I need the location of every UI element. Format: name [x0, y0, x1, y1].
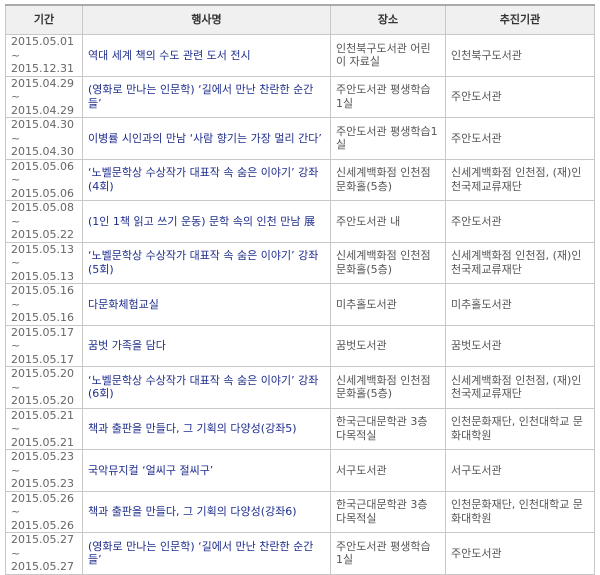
event-name-link[interactable]: 책과 출판을 만들다, 그 기획의 다양성(강좌6)	[82, 490, 331, 533]
event-name-link[interactable]: 역대 세계 책의 수도 관련 도서 전시	[82, 34, 331, 77]
event-period: 2015.05.16 ~ 2015.05.16	[5, 283, 83, 326]
table-row: 2015.05.26 ~ 2015.05.26 책과 출판을 만들다, 그 기획의…	[5, 490, 595, 533]
header-period: 기간	[5, 4, 83, 35]
event-period: 2015.05.21 ~ 2015.05.21	[5, 407, 83, 450]
event-organizer: 신세계백화점 인천점, (재)인천국제교류재단	[445, 366, 595, 409]
event-organizer: 주안도서관	[445, 200, 595, 243]
table-row: 2015.05.20 ~ 2015.05.20 ‘노벨문학상 수상작가 대표작 속…	[5, 366, 595, 409]
event-organizer: 주안도서관	[445, 117, 595, 160]
event-period: 2015.05.27 ~ 2015.05.27	[5, 532, 83, 575]
table-row: 2015.05.17 ~ 2015.05.17 꿈벗 가족을 담다 꿈벗도서관 꿈벗도…	[5, 324, 595, 367]
event-period: 2015.05.23 ~ 2015.05.23	[5, 449, 83, 492]
event-venue: 한국근대문학관 3층 다목적실	[330, 407, 446, 450]
event-venue: 신세계백화점 인천점 문화홀(5층)	[330, 158, 446, 201]
events-table: 기간 행사명 장소 추진기관 2015.05.01 ~ 2015.12.31 역대…	[5, 4, 595, 575]
event-period: 2015.04.29 ~ 2015.04.29	[5, 75, 83, 118]
event-name-link[interactable]: 꿈벗 가족을 담다	[82, 324, 331, 367]
event-venue: 주안도서관 평생학습 1실	[330, 75, 446, 118]
event-venue: 한국근대문학관 3층 다목적실	[330, 490, 446, 533]
event-name-link[interactable]: 국악뮤지컬 ‘얼씨구 절씨구’	[82, 449, 331, 492]
table-header: 기간 행사명 장소 추진기관	[5, 4, 595, 35]
event-venue: 신세계백화점 인천점 문화홀(5층)	[330, 366, 446, 409]
event-name-link[interactable]: (영화로 만나는 인문학) ‘길에서 만난 찬란한 순간들’	[82, 75, 331, 118]
table-row: 2015.05.01 ~ 2015.12.31 역대 세계 책의 수도 관련 도서…	[5, 34, 595, 77]
event-organizer: 미추홀도서관	[445, 283, 595, 326]
event-venue: 주안도서관 내	[330, 200, 446, 243]
event-organizer: 인천문화재단, 인천대학교 문화대학원	[445, 407, 595, 450]
header-venue: 장소	[330, 4, 446, 35]
event-period: 2015.05.06 ~ 2015.05.06	[5, 158, 83, 201]
event-venue: 인천북구도서관 어린이 자료실	[330, 34, 446, 77]
event-organizer: 신세계백화점 인천점, (재)인천국제교류재단	[445, 158, 595, 201]
table-row: 2015.05.08 ~ 2015.05.22 (1인 1책 읽고 쓰기 운동) …	[5, 200, 595, 243]
event-period: 2015.05.20 ~ 2015.05.20	[5, 366, 83, 409]
event-name-link[interactable]: 책과 출판을 만들다, 그 기획의 다양성(강좌5)	[82, 407, 331, 450]
event-period: 2015.04.30 ~ 2015.04.30	[5, 117, 83, 160]
event-venue: 미추홀도서관	[330, 283, 446, 326]
event-venue: 서구도서관	[330, 449, 446, 492]
event-organizer: 신세계백화점 인천점, (재)인천국제교류재단	[445, 241, 595, 284]
event-organizer: 꿈벗도서관	[445, 324, 595, 367]
event-period: 2015.05.08 ~ 2015.05.22	[5, 200, 83, 243]
event-organizer: 주안도서관	[445, 532, 595, 575]
table-row: 2015.05.21 ~ 2015.05.21 책과 출판을 만들다, 그 기획의…	[5, 407, 595, 450]
event-venue: 꿈벗도서관	[330, 324, 446, 367]
event-name-link[interactable]: (1인 1책 읽고 쓰기 운동) 문학 속의 인천 만남 展	[82, 200, 331, 243]
event-organizer: 인천문화재단, 인천대학교 문화대학원	[445, 490, 595, 533]
event-period: 2015.05.01 ~ 2015.12.31	[5, 34, 83, 77]
event-name-link[interactable]: ‘노벨문학상 수상작가 대표작 속 숨은 이야기’ 강좌(6회)	[82, 366, 331, 409]
event-venue: 신세계백화점 인천점 문화홀(5층)	[330, 241, 446, 284]
event-name-link[interactable]: 이병률 시인과의 만남 ‘사람 향기는 가장 멀리 간다’	[82, 117, 331, 160]
table-row: 2015.05.23 ~ 2015.05.23 국악뮤지컬 ‘얼씨구 절씨구’ 서구…	[5, 449, 595, 492]
header-event-name: 행사명	[82, 4, 331, 35]
event-organizer: 서구도서관	[445, 449, 595, 492]
event-period: 2015.05.26 ~ 2015.05.26	[5, 490, 83, 533]
event-organizer: 주안도서관	[445, 75, 595, 118]
table-row: 2015.05.16 ~ 2015.05.16 다문화체험교실 미추홀도서관 미추홀도…	[5, 283, 595, 326]
table-row: 2015.05.06 ~ 2015.05.06 ‘노벨문학상 수상작가 대표작 속…	[5, 158, 595, 201]
event-name-link[interactable]: (영화로 만나는 인문학) ‘길에서 만난 찬란한 순간들’	[82, 532, 331, 575]
event-name-link[interactable]: 다문화체험교실	[82, 283, 331, 326]
event-name-link[interactable]: ‘노벨문학상 수상작가 대표작 속 숨은 이야기’ 강좌(4회)	[82, 158, 331, 201]
table-row: 2015.05.27 ~ 2015.05.27 (영화로 만나는 인문학) ‘길에…	[5, 532, 595, 575]
table-row: 2015.05.13 ~ 2015.05.13 ‘노벨문학상 수상작가 대표작 속…	[5, 241, 595, 284]
event-name-link[interactable]: ‘노벨문학상 수상작가 대표작 속 숨은 이야기’ 강좌(5회)	[82, 241, 331, 284]
table-row: 2015.04.29 ~ 2015.04.29 (영화로 만나는 인문학) ‘길에…	[5, 75, 595, 118]
table-row: 2015.04.30 ~ 2015.04.30 이병률 시인과의 만남 ‘사람 향…	[5, 117, 595, 160]
event-period: 2015.05.17 ~ 2015.05.17	[5, 324, 83, 367]
event-venue: 주안도서관 평생학습1실	[330, 117, 446, 160]
event-period: 2015.05.13 ~ 2015.05.13	[5, 241, 83, 284]
event-organizer: 인천북구도서관	[445, 34, 595, 77]
header-organizer: 추진기관	[445, 4, 595, 35]
event-venue: 주안도서관 평생학습 1실	[330, 532, 446, 575]
